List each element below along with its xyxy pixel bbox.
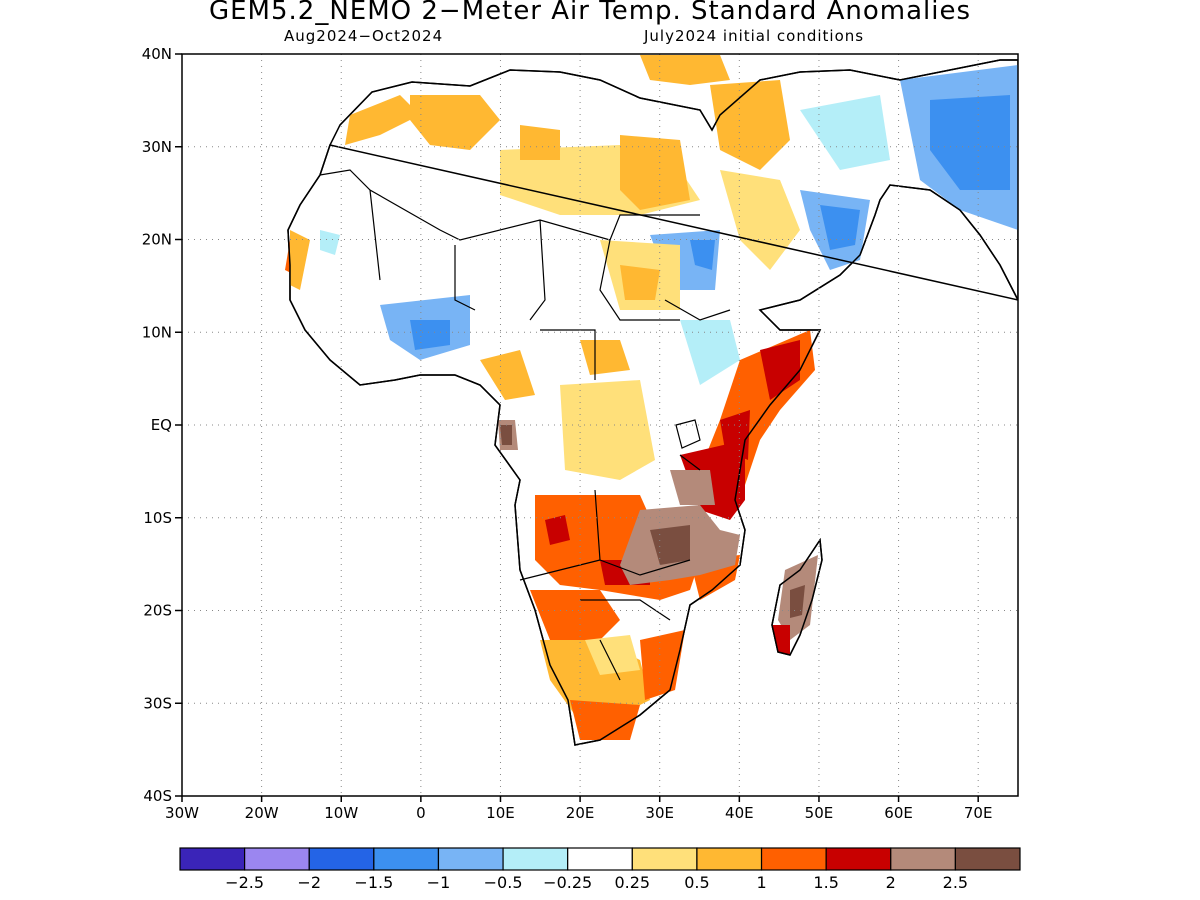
colorbar-swatch xyxy=(437,847,504,871)
colorbar-swatch xyxy=(244,847,310,871)
lat-tick-label: 30N xyxy=(142,138,172,156)
colorbar-label: 0.5 xyxy=(684,873,709,892)
map-layer xyxy=(285,55,1018,746)
colorbar-swatch xyxy=(825,847,892,871)
colorbar-label: −0.5 xyxy=(484,873,523,892)
lake-victoria xyxy=(675,419,701,449)
lon-tick-label: 30W xyxy=(165,804,199,822)
colorbar-label: −2 xyxy=(297,873,321,892)
lon-tick-label: 60E xyxy=(884,804,913,822)
colorbar-label: −1 xyxy=(427,873,451,892)
lat-tick-label: 10N xyxy=(142,323,172,341)
lon-tick-label: 20E xyxy=(566,804,595,822)
colorbar-label: 1.5 xyxy=(813,873,838,892)
lat-tick-label: EQ xyxy=(151,416,172,434)
colorbar: −2.5 −2 −1.5 −1 −0.5 −0.25 0.25 0.5 1 1.5 2 2.5 xyxy=(179,847,1021,892)
lat-tick-label: 10S xyxy=(143,509,172,527)
lat-tick-label: 40S xyxy=(143,787,172,805)
africa-coastline xyxy=(287,59,1018,746)
colorbar-label: 2.5 xyxy=(943,873,968,892)
colorbar-label: 2 xyxy=(886,873,896,892)
lon-tick-label: 40E xyxy=(725,804,754,822)
lon-tick-label: 10W xyxy=(324,804,358,822)
madagascar-coastline xyxy=(771,537,823,656)
lon-tick-label: 70E xyxy=(964,804,993,822)
anomaly-fields xyxy=(285,55,1018,740)
colorbar-swatch xyxy=(179,847,246,871)
lon-tick-label: 30E xyxy=(645,804,674,822)
lat-tick-label: 20N xyxy=(142,231,172,249)
country-borders xyxy=(319,169,731,681)
colorbar-swatch xyxy=(631,847,698,871)
lon-tick-label: 10E xyxy=(486,804,515,822)
colorbar-swatch xyxy=(954,847,1021,871)
valid-period-subtitle: Aug2024−Oct2024 xyxy=(284,27,444,45)
lat-tick-label: 40N xyxy=(142,45,172,63)
colorbar-swatch xyxy=(502,847,569,871)
colorbar-swatch xyxy=(373,847,440,871)
lat-tick-label: 20S xyxy=(143,602,172,620)
colorbar-label: −2.5 xyxy=(225,873,264,892)
lat-axis: 40N 30N 20N 10N EQ 10S 20S 30S 40S xyxy=(142,45,182,805)
chart-title: GEM5.2_NEMO 2−Meter Air Temp. Standard A… xyxy=(208,0,972,26)
colorbar-label: −1.5 xyxy=(354,873,393,892)
colorbar-swatch xyxy=(890,847,956,871)
lon-tick-label: 0 xyxy=(416,804,426,822)
colorbar-label: 0.25 xyxy=(614,873,650,892)
colorbar-swatch xyxy=(308,847,375,871)
colorbar-swatch xyxy=(760,847,827,871)
lon-tick-label: 50E xyxy=(805,804,834,822)
lon-axis: 30W 20W 10W 0 10E 20E 30E 40E 50E 60E 70E xyxy=(165,796,992,822)
colorbar-label: −0.25 xyxy=(543,873,592,892)
initial-conditions-subtitle: July2024 initial conditions xyxy=(644,27,865,45)
map-grid xyxy=(182,54,1018,796)
colorbar-label: 1 xyxy=(756,873,766,892)
colorbar-swatch xyxy=(696,847,763,871)
lat-tick-label: 30S xyxy=(143,694,172,712)
colorbar-swatch xyxy=(567,847,633,871)
lon-tick-label: 20W xyxy=(245,804,279,822)
